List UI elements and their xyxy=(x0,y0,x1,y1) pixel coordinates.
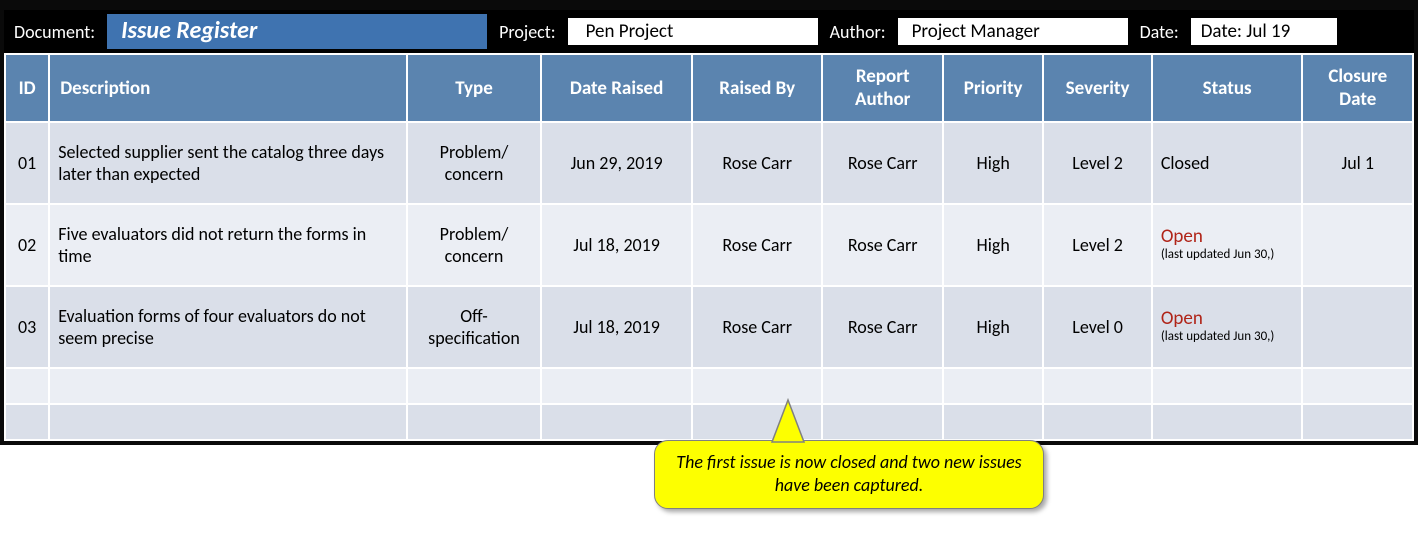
table-cell: Rose Carr xyxy=(822,204,943,286)
table-cell: Rose Carr xyxy=(692,122,823,204)
table-cell: Problem/ concern xyxy=(407,122,542,204)
table-cell-empty xyxy=(407,404,542,440)
table-cell: Level 0 xyxy=(1043,286,1151,368)
table-cell-empty xyxy=(5,368,49,404)
callout: The first issue is now closed and two ne… xyxy=(654,440,1044,509)
date-label: Date: xyxy=(1136,21,1183,43)
issue-register-frame: Document: Issue Register Project: Pen Pr… xyxy=(0,0,1418,445)
col-date-raised: Date Raised xyxy=(541,54,692,122)
table-cell: 03 xyxy=(5,286,49,368)
table-cell: 02 xyxy=(5,204,49,286)
table-cell-empty xyxy=(407,368,542,404)
document-label: Document: xyxy=(10,21,99,43)
table-cell: Problem/ concern xyxy=(407,204,542,286)
author-label: Author: xyxy=(826,21,890,43)
table-body: 01Selected supplier sent the catalog thr… xyxy=(5,122,1413,440)
table-cell: High xyxy=(943,286,1043,368)
col-priority: Priority xyxy=(943,54,1043,122)
table-row: 03Evaluation forms of four evaluators do… xyxy=(5,286,1413,368)
callout-pointer-icon xyxy=(764,398,812,446)
table-cell: Off-specification xyxy=(407,286,542,368)
col-description: Description xyxy=(49,54,407,122)
table-header-row: ID Description Type Date Raised Raised B… xyxy=(5,54,1413,122)
status-cell: Open(last updated Jun 30,) xyxy=(1152,204,1303,286)
callout-text: The first issue is now closed and two ne… xyxy=(654,440,1044,509)
col-closure-date: Closure Date xyxy=(1302,54,1413,122)
table-cell-empty xyxy=(943,368,1043,404)
table-cell: Evaluation forms of four evaluators do n… xyxy=(49,286,407,368)
table-cell: Level 2 xyxy=(1043,122,1151,204)
author-value: Project Manager xyxy=(898,18,1128,45)
table-cell: Rose Carr xyxy=(692,286,823,368)
table-cell: High xyxy=(943,204,1043,286)
table-cell-empty xyxy=(541,368,692,404)
table-cell: Jul 18, 2019 xyxy=(541,286,692,368)
table-cell-empty xyxy=(943,404,1043,440)
table-cell-empty xyxy=(5,404,49,440)
table-cell-empty xyxy=(1043,368,1151,404)
date-value: Date: Jul 19 xyxy=(1191,18,1337,45)
closure-date-cell xyxy=(1302,204,1413,286)
table-cell-empty xyxy=(822,404,943,440)
table-cell-empty xyxy=(822,368,943,404)
status-note: (last updated Jun 30,) xyxy=(1161,248,1294,263)
col-raised-by: Raised By xyxy=(692,54,823,122)
status-main: Open xyxy=(1161,309,1294,330)
status-note: (last updated Jun 30,) xyxy=(1161,330,1294,345)
table-cell: Jun 29, 2019 xyxy=(541,122,692,204)
table-cell: Rose Carr xyxy=(692,204,823,286)
table-row-empty xyxy=(5,404,1413,440)
table-cell-empty xyxy=(1302,404,1413,440)
table-cell-empty xyxy=(1043,404,1151,440)
meta-bar: Document: Issue Register Project: Pen Pr… xyxy=(4,10,1414,53)
table-cell: Selected supplier sent the catalog three… xyxy=(49,122,407,204)
col-report-author: Report Author xyxy=(822,54,943,122)
col-id: ID xyxy=(5,54,49,122)
table-cell-empty xyxy=(1302,368,1413,404)
table-cell: 01 xyxy=(5,122,49,204)
issue-table: ID Description Type Date Raised Raised B… xyxy=(4,53,1414,441)
status-cell: Open(last updated Jun 30,) xyxy=(1152,286,1303,368)
col-status: Status xyxy=(1152,54,1303,122)
table-row: 01Selected supplier sent the catalog thr… xyxy=(5,122,1413,204)
col-severity: Severity xyxy=(1043,54,1151,122)
project-value: Pen Project xyxy=(568,18,818,45)
table-cell-empty xyxy=(541,404,692,440)
status-cell: Closed xyxy=(1152,122,1303,204)
table-cell: Rose Carr xyxy=(822,122,943,204)
table-cell: Five evaluators did not return the forms… xyxy=(49,204,407,286)
project-label: Project: xyxy=(495,21,560,43)
status-main: Closed xyxy=(1161,152,1210,174)
table-cell: Level 2 xyxy=(1043,204,1151,286)
table-cell-empty xyxy=(49,368,407,404)
document-title: Issue Register xyxy=(107,14,487,49)
closure-date-cell: Jul 1 xyxy=(1302,122,1413,204)
table-row-empty xyxy=(5,368,1413,404)
table-cell: Rose Carr xyxy=(822,286,943,368)
table-cell: Jul 18, 2019 xyxy=(541,204,692,286)
table-cell-empty xyxy=(1152,404,1303,440)
col-type: Type xyxy=(407,54,542,122)
table-cell: High xyxy=(943,122,1043,204)
table-cell-empty xyxy=(49,404,407,440)
table-row: 02Five evaluators did not return the for… xyxy=(5,204,1413,286)
table-cell-empty xyxy=(1152,368,1303,404)
closure-date-cell xyxy=(1302,286,1413,368)
status-main: Open xyxy=(1161,227,1294,248)
